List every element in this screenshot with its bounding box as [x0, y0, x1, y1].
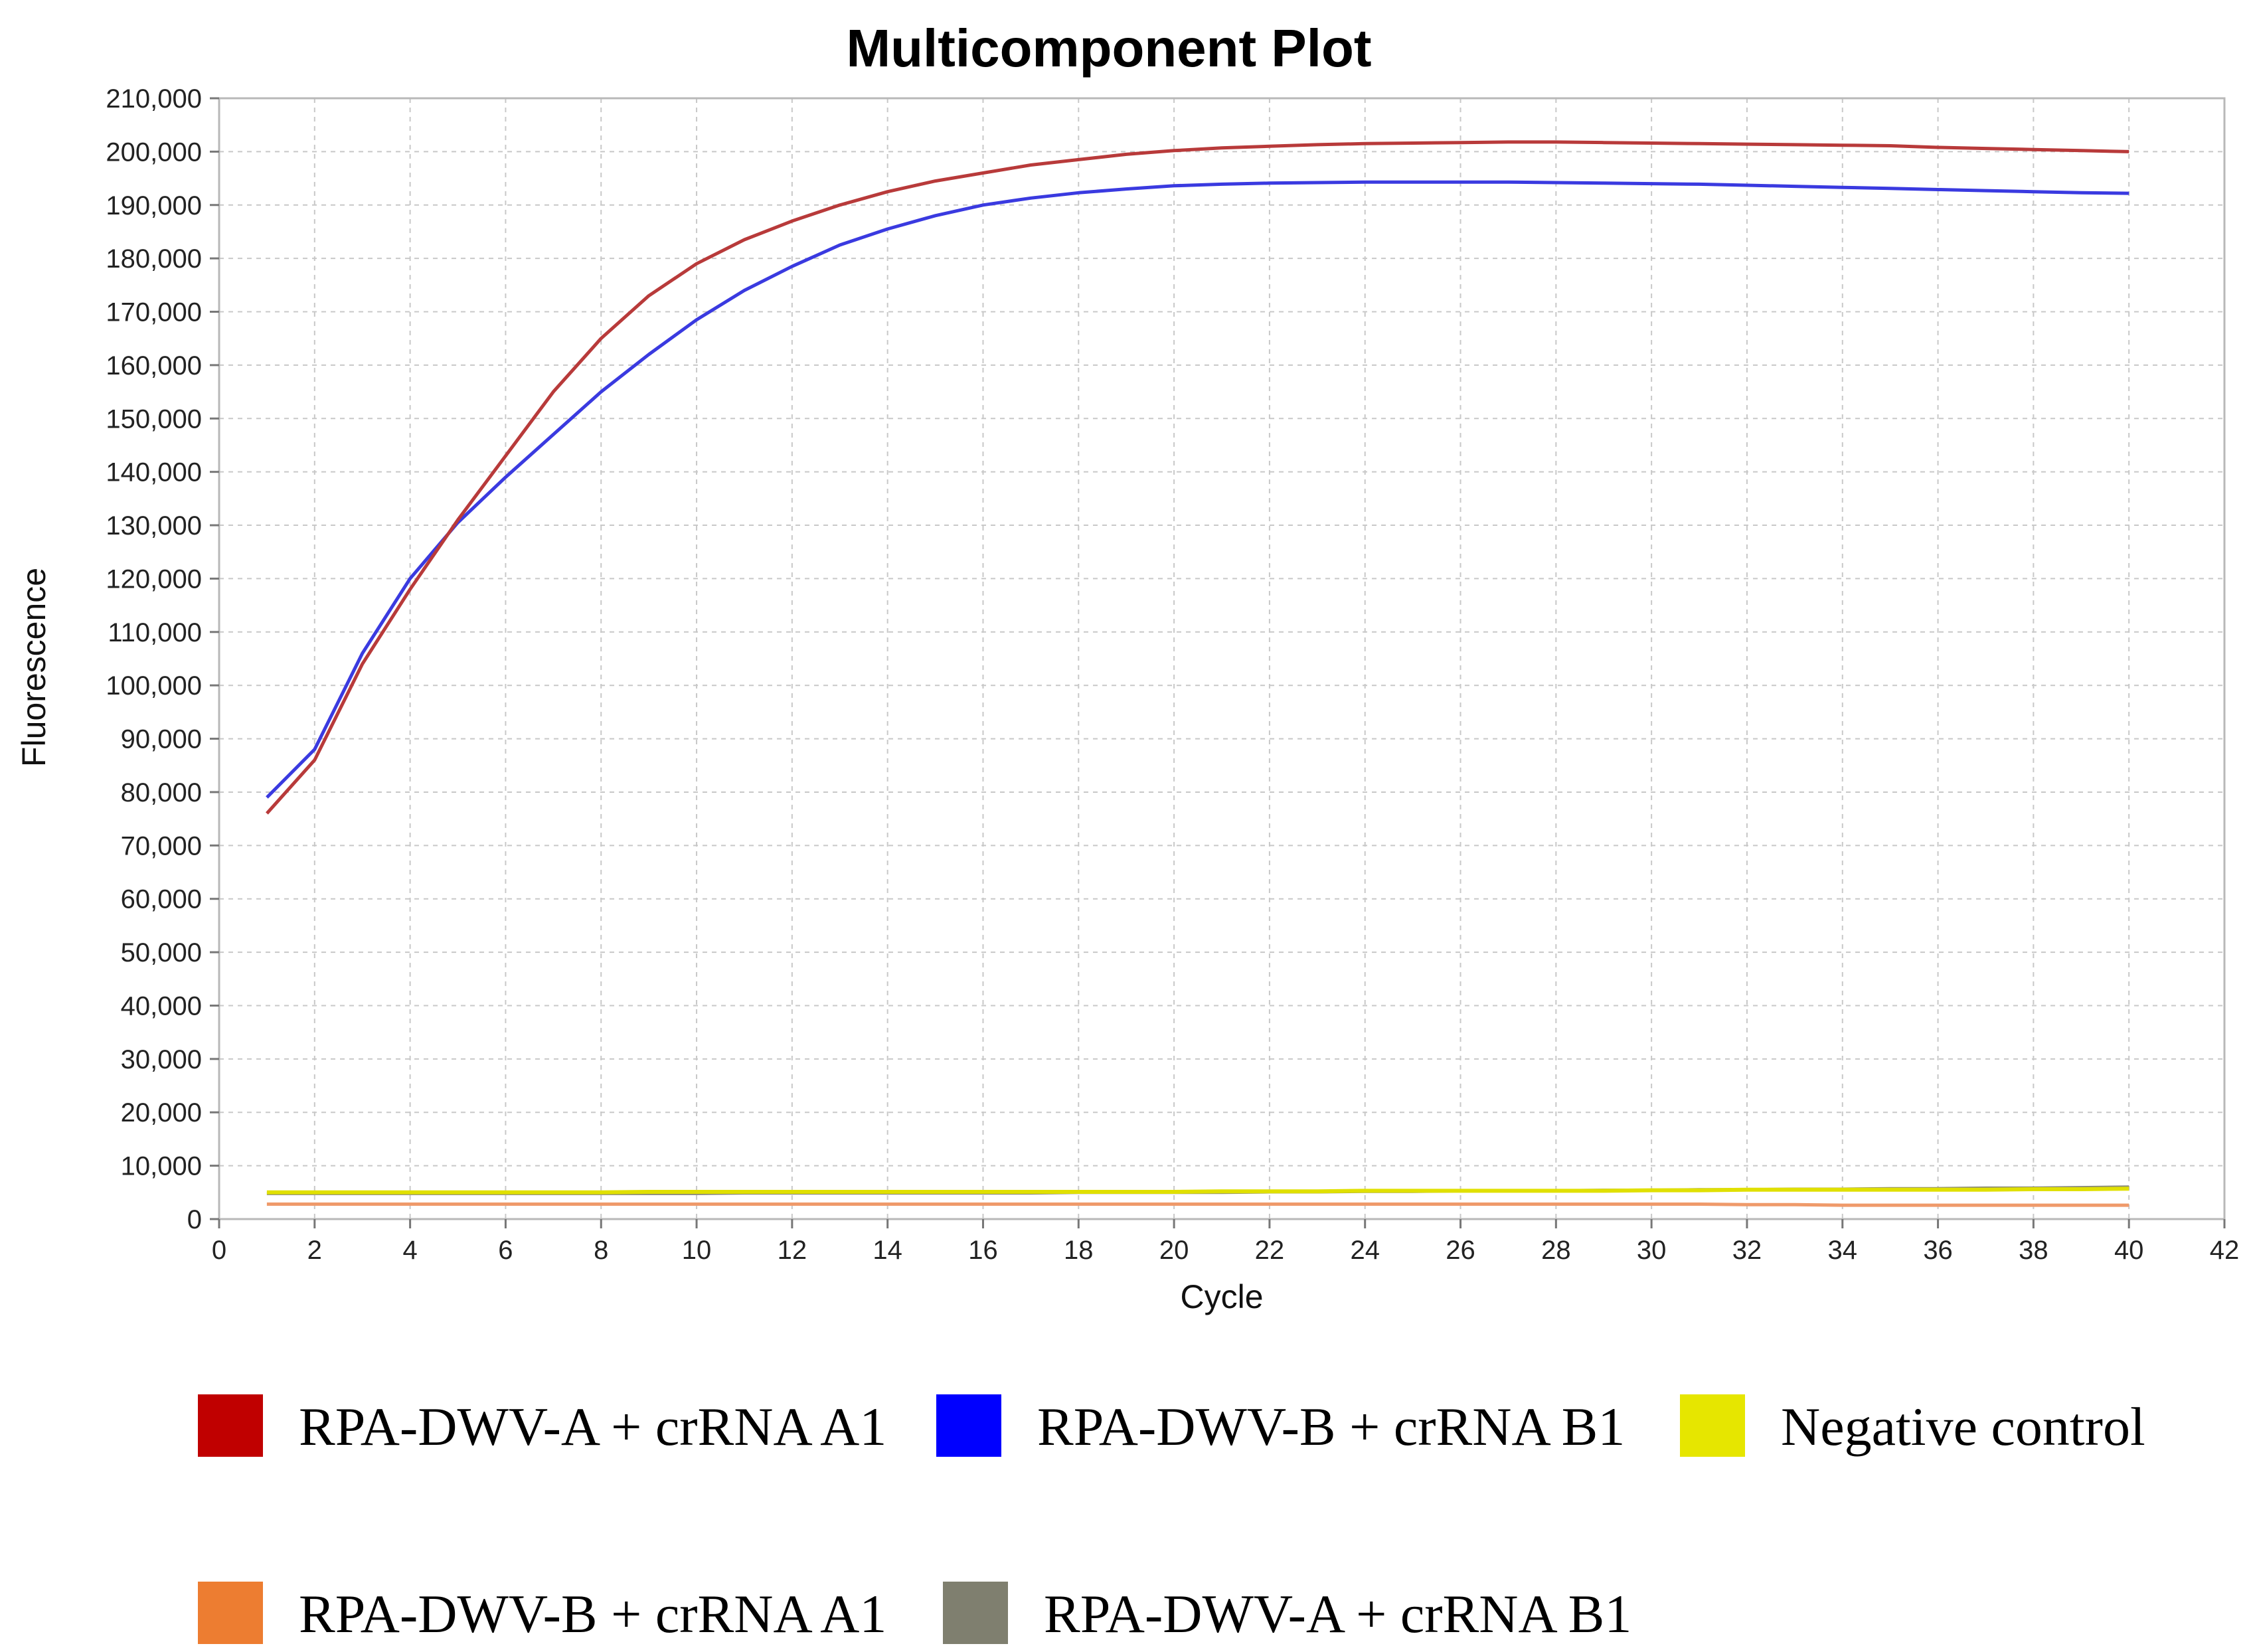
series-line-4 [266, 1202, 2129, 1207]
legend-label-1: RPA-DWV-A + crRNA A1 [299, 1396, 886, 1457]
x-tick-label: 30 [1637, 1236, 1667, 1265]
y-tick-label: 60,000 [121, 885, 202, 914]
x-tick-label: 38 [2019, 1236, 2048, 1265]
series-line-1 [266, 140, 2129, 815]
x-tick-label: 2 [307, 1236, 322, 1265]
legend-swatch-3 [1680, 1394, 1745, 1457]
legend-label-3: Negative control [1781, 1396, 2145, 1457]
x-tick-label: 32 [1732, 1236, 1762, 1265]
x-tick-label: 36 [1923, 1236, 1953, 1265]
y-tick-label: 90,000 [121, 725, 202, 754]
legend-label-2: RPA-DWV-B + crRNA B1 [1037, 1396, 1625, 1457]
x-tick-label: 28 [1541, 1236, 1571, 1265]
legend-label-5: RPA-DWV-A + crRNA B1 [1044, 1584, 1631, 1644]
x-tick-label: 22 [1255, 1236, 1285, 1265]
x-tick-label: 16 [968, 1236, 998, 1265]
y-tick-label: 140,000 [106, 458, 202, 487]
y-tick-label: 130,000 [106, 511, 202, 540]
y-tick-label: 10,000 [121, 1152, 202, 1181]
y-tick-label: 170,000 [106, 298, 202, 327]
axis-layer: 0 10,000 20,000 30,000 40,000 50,000 60,000 70,… [106, 84, 2239, 1265]
y-axis-label: Fluorescence [15, 568, 52, 767]
grid-layer [219, 98, 2224, 1219]
x-tick-label: 4 [402, 1236, 417, 1265]
y-tick-label: 0 [187, 1205, 202, 1234]
x-axis-label: Cycle [1180, 1278, 1263, 1315]
series-layer [266, 140, 2129, 1207]
legend-swatch-1 [198, 1394, 263, 1457]
x-tick-label: 24 [1350, 1236, 1380, 1265]
y-tick-label: 100,000 [106, 671, 202, 701]
x-tick-label: 26 [1446, 1236, 1475, 1265]
y-tick-label: 80,000 [121, 778, 202, 807]
chart-title: Multicomponent Plot [846, 19, 1371, 78]
series-line-3 [266, 1187, 2129, 1195]
x-tick-label: 42 [2210, 1236, 2240, 1265]
legend: RPA-DWV-A + crRNA A1 RPA-DWV-B + crRNA B1… [198, 1394, 2145, 1644]
y-tick-label: 40,000 [121, 991, 202, 1021]
x-tick-label: 40 [2114, 1236, 2144, 1265]
y-tick-label: 150,000 [106, 404, 202, 434]
x-tick-label: 20 [1159, 1236, 1189, 1265]
y-tick-label: 200,000 [106, 137, 202, 167]
x-tick-label: 12 [778, 1236, 807, 1265]
y-tick-label: 70,000 [121, 831, 202, 861]
x-tick-label: 18 [1064, 1236, 1094, 1265]
y-tick-label: 180,000 [106, 244, 202, 274]
x-tick-label: 8 [594, 1236, 608, 1265]
y-tick-label: 20,000 [121, 1098, 202, 1127]
x-tick-label: 34 [1828, 1236, 1858, 1265]
x-tick-label: 6 [498, 1236, 513, 1265]
legend-swatch-2 [936, 1394, 1001, 1457]
legend-swatch-5 [943, 1582, 1008, 1644]
x-tick-label: 0 [212, 1236, 226, 1265]
x-tick-label: 10 [682, 1236, 712, 1265]
x-tick-label: 14 [873, 1236, 902, 1265]
plot-frame [218, 97, 2226, 1220]
y-tick-label: 120,000 [106, 564, 202, 594]
series-line-2 [266, 180, 2129, 799]
y-tick-label: 190,000 [106, 191, 202, 220]
y-tick-label: 210,000 [106, 84, 202, 114]
y-tick-label: 50,000 [121, 938, 202, 967]
y-tick-label: 160,000 [106, 351, 202, 380]
legend-label-4: RPA-DWV-B + crRNA A1 [299, 1584, 886, 1644]
legend-swatch-4 [198, 1582, 263, 1644]
y-tick-label: 30,000 [121, 1045, 202, 1074]
y-tick-label: 110,000 [108, 618, 202, 647]
